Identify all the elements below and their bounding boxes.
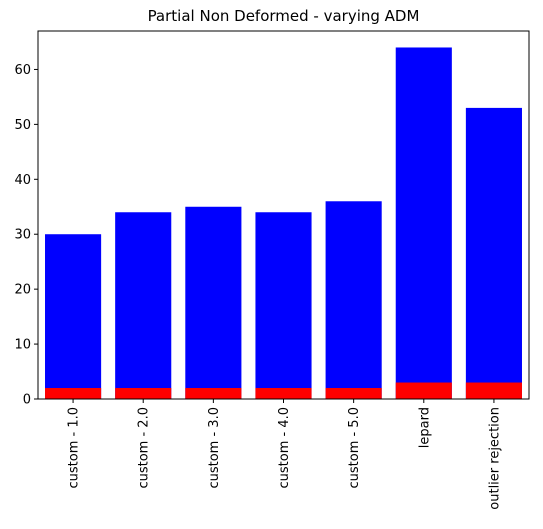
bar-red-1 [45, 388, 102, 399]
y-tick-label: 0 [23, 393, 31, 408]
x-tick-label: custom - 3.0 [207, 407, 222, 489]
y-tick-label: 10 [14, 338, 31, 353]
bars-group [45, 47, 522, 400]
y-tick-label: 60 [14, 63, 31, 78]
x-tick-label: custom - 1.0 [67, 407, 82, 489]
bar-blue-3 [185, 206, 242, 399]
bar-red-7 [465, 382, 522, 399]
bar-red-6 [395, 382, 452, 399]
x-tick-label: outlier rejection [487, 407, 502, 510]
bar-blue-5 [325, 201, 382, 399]
chart-title: Partial Non Deformed - varying ADM [148, 7, 420, 25]
bar-red-3 [185, 388, 242, 399]
y-tick-label: 20 [14, 283, 31, 298]
bar-blue-2 [115, 212, 172, 399]
bar-blue-7 [465, 107, 522, 400]
x-axis: custom - 1.0 custom - 2.0 custom - 3.0 cust… [67, 399, 502, 510]
x-tick-label: custom - 5.0 [347, 407, 362, 489]
bar-blue-6 [395, 47, 452, 400]
x-tick-label: custom - 2.0 [137, 407, 152, 489]
bar-blue-4 [255, 212, 312, 399]
bar-blue-1 [45, 234, 102, 399]
x-tick-label: lepard [417, 407, 432, 448]
bar-red-4 [255, 388, 312, 399]
y-axis: 0 10 20 30 40 50 60 [14, 63, 38, 408]
x-tick-label: custom - 4.0 [277, 407, 292, 489]
bar-red-2 [115, 388, 172, 399]
bar-red-5 [325, 388, 382, 399]
plot-frame [37, 30, 530, 400]
y-tick-label: 30 [14, 228, 31, 243]
y-tick-label: 40 [14, 173, 31, 188]
y-tick-label: 50 [14, 118, 31, 133]
